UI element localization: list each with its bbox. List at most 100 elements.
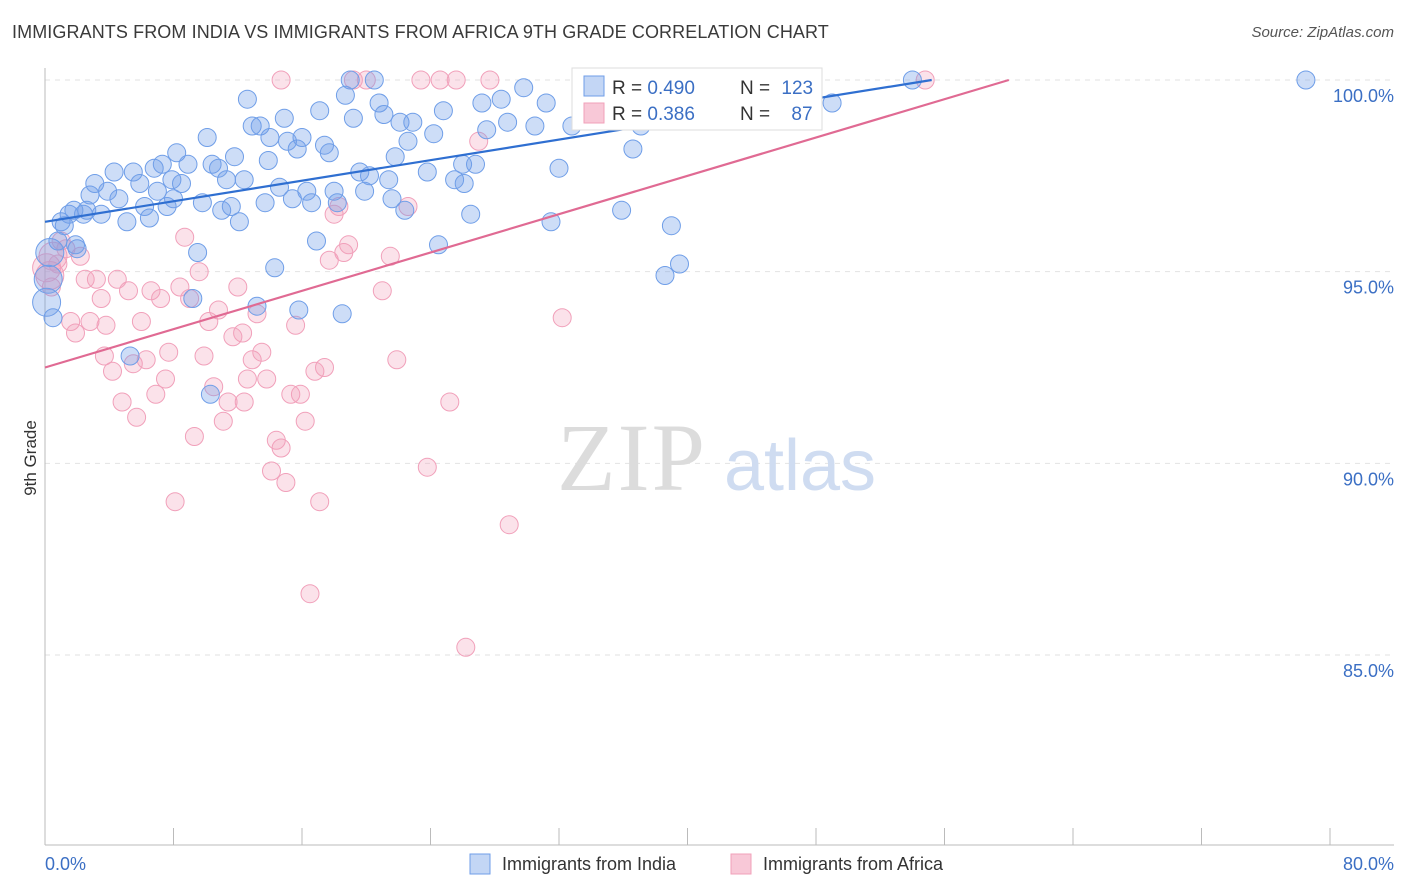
africa-point	[189, 262, 209, 282]
india-point	[655, 266, 675, 285]
india-point	[172, 174, 191, 193]
india-point	[109, 189, 129, 209]
chart-legend: Immigrants from India Immigrants from Af…	[469, 853, 944, 875]
y-tick-label: 95.0%	[1343, 278, 1394, 298]
india-point	[369, 93, 389, 113]
africa-point	[242, 350, 262, 370]
legend-africa-swatch	[730, 853, 752, 875]
india-point	[466, 154, 485, 174]
india-point	[183, 289, 203, 308]
africa-point	[146, 384, 166, 404]
india-point	[525, 116, 545, 136]
africa-point	[300, 584, 320, 604]
stats-india-swatch	[583, 75, 605, 97]
africa-point	[223, 327, 243, 347]
stats-africa-n: N = 87	[740, 104, 813, 125]
africa-point	[131, 312, 151, 331]
africa-point	[262, 461, 281, 481]
india-point	[514, 78, 534, 98]
india-point	[258, 151, 278, 170]
stats-india-n: N = 123	[740, 78, 813, 99]
stats-africa-swatch	[583, 102, 605, 124]
india-point	[43, 308, 63, 328]
india-point	[661, 216, 681, 236]
legend-africa-label: Immigrants from Africa	[763, 854, 944, 874]
india-point	[278, 131, 297, 151]
india-point	[64, 200, 84, 220]
legend-india-label: Immigrants from India	[502, 854, 677, 874]
africa-point	[356, 70, 376, 90]
africa-point	[123, 354, 143, 374]
africa-point	[446, 70, 466, 90]
gridlines	[45, 79, 1394, 656]
x-tick-label-min: 0.0%	[45, 854, 86, 874]
india-point	[454, 174, 474, 193]
india-point	[35, 238, 65, 267]
india-point	[234, 170, 254, 190]
watermark-atlas: atlas	[724, 426, 876, 506]
india-point	[340, 70, 360, 90]
africa-point	[103, 361, 122, 381]
india-point	[461, 204, 481, 224]
africa-point	[440, 392, 460, 412]
india-point	[445, 170, 465, 190]
india-point	[335, 85, 355, 105]
india-point	[822, 93, 842, 113]
india-point	[120, 346, 140, 366]
africa-point	[398, 197, 418, 216]
india-point	[343, 108, 363, 128]
africa-point	[80, 312, 100, 331]
africa-point	[276, 473, 296, 492]
india-point	[32, 287, 62, 317]
africa-point	[136, 350, 156, 370]
africa-point	[480, 70, 500, 90]
india-point	[265, 258, 285, 278]
africa-point	[417, 457, 437, 477]
axes	[44, 68, 1394, 846]
africa-point	[107, 269, 127, 289]
india-point	[307, 231, 326, 251]
india-point	[229, 212, 249, 232]
india-point	[297, 181, 317, 201]
africa-point	[499, 515, 519, 535]
africa-point	[233, 323, 253, 343]
africa-point	[237, 369, 257, 389]
india-point	[477, 120, 497, 140]
india-point	[104, 162, 124, 182]
africa-point	[75, 269, 95, 289]
india-point	[123, 162, 143, 182]
chart-title: IMMIGRANTS FROM INDIA VS IMMIGRANTS FROM…	[12, 22, 829, 42]
india-point	[54, 216, 74, 236]
india-point	[139, 208, 159, 228]
africa-point	[271, 70, 291, 90]
india-point	[327, 193, 347, 213]
stats-africa-r: R = 0.386	[612, 104, 695, 125]
india-point	[51, 212, 71, 232]
india-point	[1296, 70, 1316, 90]
india-point	[225, 147, 244, 167]
africa-point	[218, 392, 238, 412]
africa-point	[290, 384, 310, 404]
africa-point	[151, 289, 171, 308]
india-point	[355, 181, 375, 201]
india-point	[417, 162, 437, 182]
india-point	[274, 108, 294, 128]
y-tick-label: 85.0%	[1343, 661, 1394, 681]
india-point	[217, 170, 236, 190]
india-point	[292, 128, 312, 147]
india-point	[612, 200, 632, 220]
india-point	[98, 181, 118, 201]
watermark-zip: ZIP	[557, 404, 707, 511]
africa-point	[252, 342, 272, 362]
africa-point	[91, 289, 111, 308]
india-point	[212, 200, 232, 220]
india-point	[395, 200, 415, 220]
y-tick-label: 90.0%	[1343, 469, 1394, 489]
india-point	[670, 254, 689, 274]
india-point	[310, 101, 330, 121]
india-point	[66, 235, 85, 255]
x-axis-ticks	[44, 828, 1331, 845]
india-point	[385, 147, 405, 167]
africa-point	[112, 392, 132, 412]
